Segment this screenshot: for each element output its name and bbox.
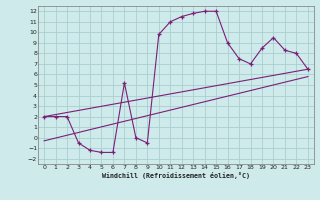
X-axis label: Windchill (Refroidissement éolien,°C): Windchill (Refroidissement éolien,°C) xyxy=(102,172,250,179)
